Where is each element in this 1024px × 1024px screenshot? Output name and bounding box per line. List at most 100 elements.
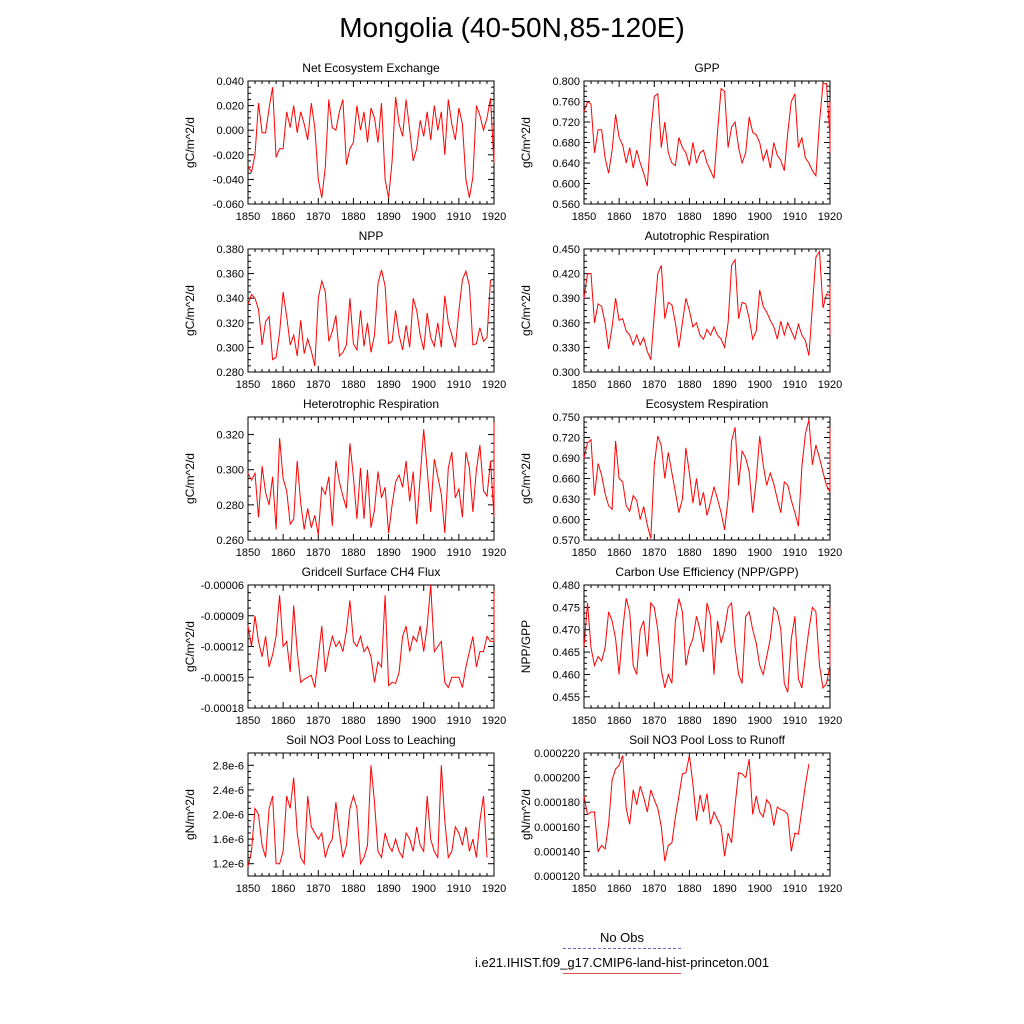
y-tick-label: 0.660 bbox=[552, 474, 580, 486]
y-tick-label: 0.300 bbox=[552, 367, 580, 379]
x-tick-label: 1870 bbox=[306, 715, 330, 727]
x-tick-label: 1900 bbox=[747, 547, 771, 559]
y-tick-label: 0.640 bbox=[552, 158, 580, 170]
panel-title: Autotrophic Respiration bbox=[645, 229, 770, 243]
x-tick-label: 1900 bbox=[747, 715, 771, 727]
x-tick-label: 1910 bbox=[447, 547, 471, 559]
x-tick-label: 1910 bbox=[783, 883, 807, 895]
x-tick-label: 1860 bbox=[271, 547, 295, 559]
y-tick-label: 0.390 bbox=[552, 293, 580, 305]
x-tick-label: 1880 bbox=[677, 547, 701, 559]
y-axis-label: NPP/GPP bbox=[519, 620, 533, 673]
x-tick-label: 1870 bbox=[306, 883, 330, 895]
panel-2: NPP gC/m^2/d 1850 1860 1870 1880 1890 1900 1910 1… bbox=[183, 229, 506, 391]
x-tick-label: 1880 bbox=[677, 715, 701, 727]
x-tick-label: 1890 bbox=[712, 715, 736, 727]
panel-8: Soil NO3 Pool Loss to Leaching gN/m^2/d 18… bbox=[183, 733, 506, 895]
x-tick-label: 1920 bbox=[482, 883, 506, 895]
x-tick-label: 1860 bbox=[271, 379, 295, 391]
plot-frame bbox=[583, 80, 831, 205]
x-tick-label: 1910 bbox=[447, 211, 471, 223]
x-tick-label: 1860 bbox=[607, 883, 631, 895]
x-tick-label: 1860 bbox=[607, 715, 631, 727]
x-tick-label: 1870 bbox=[642, 379, 666, 391]
x-tick-label: 1890 bbox=[376, 715, 400, 727]
x-tick-label: 1920 bbox=[482, 211, 506, 223]
y-tick-label: 0.320 bbox=[216, 318, 244, 330]
y-tick-label: 2.4e-6 bbox=[213, 785, 244, 797]
x-tick-label: 1880 bbox=[341, 715, 365, 727]
x-tick-label: 1850 bbox=[572, 715, 596, 727]
series-line bbox=[583, 83, 831, 187]
y-tick-label: 0.000 bbox=[216, 125, 244, 137]
x-tick-label: 1850 bbox=[572, 883, 596, 895]
x-tick-label: 1900 bbox=[747, 379, 771, 391]
x-tick-label: 1880 bbox=[341, 547, 365, 559]
y-tick-label: 0.680 bbox=[552, 138, 580, 150]
series-line bbox=[583, 249, 831, 360]
panel-title: Heterotrophic Respiration bbox=[303, 397, 439, 411]
y-tick-label: 0.000180 bbox=[534, 797, 580, 809]
y-axis-label: gC/m^2/d bbox=[183, 621, 197, 672]
y-tick-label: 0.000200 bbox=[534, 773, 580, 785]
x-tick-label: 1900 bbox=[411, 379, 435, 391]
y-tick-label: 0.000160 bbox=[534, 822, 580, 834]
y-tick-label: 0.470 bbox=[552, 625, 580, 637]
y-tick-label: 0.475 bbox=[552, 602, 580, 614]
x-tick-label: 1920 bbox=[818, 715, 842, 727]
x-tick-label: 1860 bbox=[607, 547, 631, 559]
y-tick-label: -0.020 bbox=[213, 150, 244, 162]
x-tick-label: 1920 bbox=[818, 883, 842, 895]
legend: No Obs i.e21.IHIST.f09_g17.CMIP6-land-hi… bbox=[440, 930, 804, 980]
x-tick-label: 1850 bbox=[236, 883, 260, 895]
x-tick-label: 1880 bbox=[341, 379, 365, 391]
y-axis-label: gC/m^2/d bbox=[519, 117, 533, 168]
x-tick-label: 1920 bbox=[482, 547, 506, 559]
y-tick-label: 0.360 bbox=[552, 318, 580, 330]
x-tick-label: 1890 bbox=[376, 547, 400, 559]
x-tick-label: 1880 bbox=[341, 883, 365, 895]
x-tick-label: 1850 bbox=[236, 379, 260, 391]
y-tick-label: -0.00006 bbox=[201, 580, 244, 592]
x-tick-label: 1900 bbox=[747, 211, 771, 223]
y-tick-label: 0.720 bbox=[552, 433, 580, 445]
y-tick-label: 0.380 bbox=[216, 244, 244, 256]
y-tick-label: 0.600 bbox=[552, 179, 580, 191]
x-tick-label: 1910 bbox=[447, 715, 471, 727]
x-tick-label: 1910 bbox=[447, 379, 471, 391]
x-tick-label: 1870 bbox=[306, 379, 330, 391]
x-tick-label: 1900 bbox=[411, 715, 435, 727]
x-tick-label: 1860 bbox=[271, 715, 295, 727]
panel-3: Autotrophic Respiration gC/m^2/d 1850 1860 1… bbox=[519, 229, 842, 391]
x-tick-label: 1900 bbox=[411, 547, 435, 559]
series-line bbox=[583, 755, 810, 862]
y-tick-label: 0.020 bbox=[216, 101, 244, 113]
x-tick-label: 1910 bbox=[447, 883, 471, 895]
y-tick-label: -0.00018 bbox=[201, 703, 244, 715]
y-axis-label: gC/m^2/d bbox=[183, 117, 197, 168]
y-tick-label: 0.465 bbox=[552, 647, 580, 659]
y-tick-label: 0.630 bbox=[552, 494, 580, 506]
x-tick-label: 1870 bbox=[306, 211, 330, 223]
y-tick-label: -0.00015 bbox=[201, 672, 244, 684]
x-tick-label: 1860 bbox=[607, 211, 631, 223]
x-tick-label: 1890 bbox=[712, 547, 736, 559]
x-tick-label: 1910 bbox=[783, 379, 807, 391]
x-tick-label: 1890 bbox=[712, 883, 736, 895]
x-tick-label: 1850 bbox=[572, 547, 596, 559]
y-axis-label: gC/m^2/d bbox=[183, 285, 197, 336]
legend-model-line bbox=[563, 973, 681, 974]
y-tick-label: 0.480 bbox=[552, 580, 580, 592]
x-tick-label: 1880 bbox=[677, 883, 701, 895]
panel-6: Gridcell Surface CH4 Flux gC/m^2/d 1850 186… bbox=[183, 565, 506, 727]
y-axis-label: gN/m^2/d bbox=[519, 789, 533, 840]
panel-title: Soil NO3 Pool Loss to Leaching bbox=[286, 733, 455, 747]
x-tick-label: 1920 bbox=[818, 211, 842, 223]
legend-obs-label: No Obs bbox=[599, 930, 645, 945]
y-tick-label: 0.460 bbox=[552, 669, 580, 681]
y-tick-label: 0.720 bbox=[552, 117, 580, 129]
y-tick-label: 0.360 bbox=[216, 269, 244, 281]
main-title: Mongolia (40-50N,85-120E) bbox=[339, 12, 685, 43]
x-tick-label: 1870 bbox=[306, 547, 330, 559]
